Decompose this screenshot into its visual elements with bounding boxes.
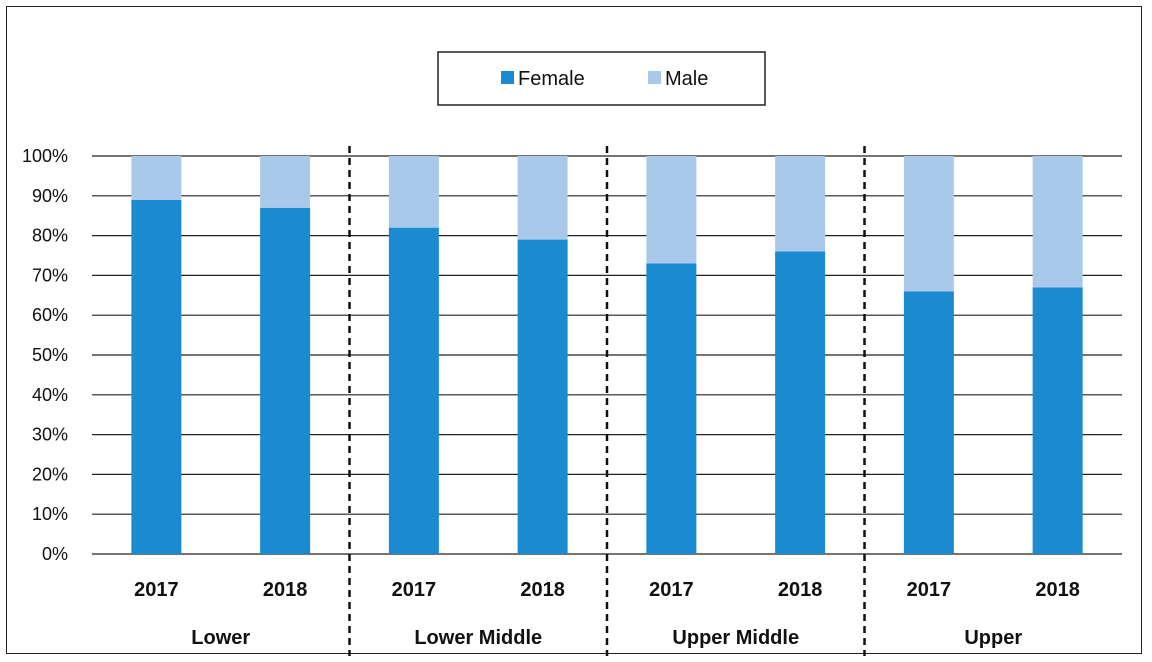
- y-tick-label: 30%: [32, 425, 68, 445]
- x-tick-label: 2018: [263, 579, 308, 601]
- x-tick-label: 2017: [649, 579, 694, 601]
- bar-male-5: [775, 156, 826, 252]
- x-tick-label: 2018: [520, 579, 565, 601]
- bar-male-2: [388, 156, 439, 228]
- bar-male-6: [903, 156, 954, 292]
- bar-female-3: [517, 239, 568, 554]
- bar-female-4: [646, 263, 697, 554]
- bar-female-0: [131, 199, 182, 554]
- y-tick-label: 40%: [32, 385, 68, 405]
- y-tick-label: 80%: [32, 226, 68, 246]
- bar-female-7: [1032, 287, 1083, 554]
- bar-male-3: [517, 156, 568, 240]
- bar-female-6: [903, 291, 954, 554]
- y-tick-label: 20%: [32, 464, 68, 484]
- y-tick-label: 60%: [32, 305, 68, 325]
- y-tick-label: 10%: [32, 504, 68, 524]
- bars: [131, 156, 1083, 555]
- y-tick-label: 50%: [32, 345, 68, 365]
- legend-label-female: Female: [518, 68, 585, 90]
- legend-label-male: Male: [665, 68, 708, 90]
- group-label: Upper Middle: [672, 627, 799, 649]
- group-separators: [348, 146, 866, 656]
- y-tick-label: 100%: [22, 146, 68, 166]
- y-tick-label: 90%: [32, 186, 68, 206]
- group-label: Lower: [191, 627, 250, 649]
- x-tick-label: 2017: [392, 579, 437, 601]
- x-tick-label: 2017: [134, 579, 179, 601]
- y-tick-label: 70%: [32, 265, 68, 285]
- bar-male-0: [131, 156, 182, 200]
- bar-female-2: [388, 227, 439, 554]
- bar-female-1: [260, 207, 311, 555]
- bar-male-1: [260, 156, 311, 208]
- legend: Female Male: [437, 51, 766, 106]
- x-tick-label: 2018: [1035, 579, 1080, 601]
- group-label: Upper: [964, 627, 1022, 649]
- y-tick-label: 0%: [42, 544, 68, 564]
- group-label: Lower Middle: [414, 627, 542, 649]
- legend-swatch-female: [501, 71, 514, 84]
- legend-swatch-male: [648, 71, 661, 84]
- x-axis-labels: 2017 2018 2017 2018 2017 2018 2017 2018 Lower Low…: [134, 579, 1080, 649]
- legend-box: [437, 51, 766, 106]
- x-tick-label: 2018: [778, 579, 823, 601]
- bar-male-7: [1032, 156, 1083, 288]
- x-tick-label: 2017: [907, 579, 952, 601]
- bar-female-5: [775, 251, 826, 554]
- y-axis-ticks: 0% 10% 20% 30% 40% 50% 60% 70% 80% 90% 100%: [22, 146, 68, 564]
- bar-male-4: [646, 156, 697, 264]
